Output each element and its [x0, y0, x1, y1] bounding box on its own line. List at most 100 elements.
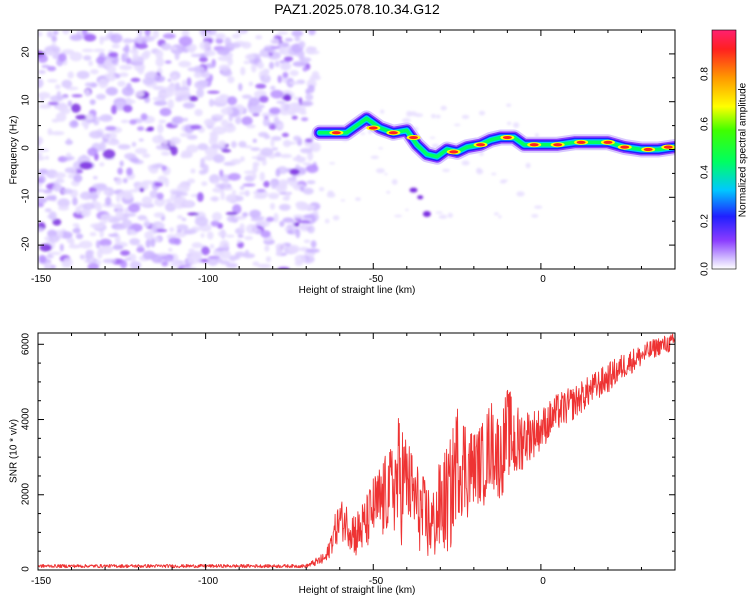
secondary-feature	[422, 211, 431, 218]
noise-blob	[137, 64, 145, 75]
noise-blob	[224, 37, 232, 46]
noise-blob	[47, 101, 59, 106]
noise-blob	[220, 107, 234, 115]
noise-blob	[261, 159, 267, 166]
noise-blob	[254, 216, 266, 220]
noise-blob	[154, 182, 164, 187]
noise-blob	[120, 119, 129, 124]
noise-blob	[85, 113, 94, 121]
noise-blob	[84, 82, 93, 87]
noise-blob	[129, 119, 137, 125]
noise-blob	[145, 239, 151, 248]
noise-blob	[124, 153, 136, 160]
noise-blob	[170, 145, 178, 156]
noise-blob	[177, 183, 190, 193]
noise-blob	[435, 211, 443, 214]
noise-blob	[241, 94, 252, 99]
noise-blob	[38, 254, 47, 263]
noise-blob	[201, 246, 210, 256]
noise-blob	[38, 152, 43, 157]
noise-blob	[38, 188, 46, 193]
noise-blob	[355, 197, 361, 201]
noise-blob	[300, 106, 307, 114]
noise-blob	[293, 222, 300, 227]
noise-blob	[239, 30, 245, 33]
noise-blob	[105, 196, 112, 206]
noise-blob	[269, 202, 276, 210]
noise-blob	[53, 172, 66, 179]
noise-blob	[318, 187, 325, 192]
ridge-peak	[368, 126, 378, 130]
noise-blob	[269, 61, 274, 70]
noise-blob	[80, 191, 93, 200]
noise-blob	[274, 60, 280, 68]
noise-blob	[106, 140, 120, 146]
noise-blob	[391, 179, 398, 185]
noise-blob	[213, 154, 225, 163]
noise-blob	[281, 62, 290, 70]
noise-blob	[67, 100, 73, 107]
y-tick-label: 6000	[21, 332, 32, 355]
noise-blob	[311, 71, 320, 79]
ridge-peak	[449, 150, 459, 154]
noise-blob	[205, 31, 210, 39]
noise-blob	[223, 123, 236, 133]
noise-blob	[243, 60, 250, 65]
noise-blob	[66, 138, 71, 146]
noise-blob	[218, 64, 231, 72]
noise-blob	[124, 52, 129, 58]
noise-blob	[253, 195, 267, 199]
noise-blob	[293, 214, 304, 219]
noise-blob	[299, 223, 309, 232]
noise-blob	[270, 85, 276, 91]
noise-blob	[289, 81, 301, 85]
noise-blob	[111, 104, 117, 115]
noise-blob	[59, 243, 64, 252]
noise-blob	[122, 213, 137, 217]
noise-blob	[186, 43, 198, 52]
noise-blob	[243, 253, 255, 259]
noise-blob	[85, 250, 93, 260]
noise-blob	[209, 244, 215, 249]
noise-blob	[63, 257, 73, 268]
noise-blob	[196, 192, 204, 202]
snr-panel: -150 -100 -50 0 0 2000 4000 6000 Height …	[9, 332, 676, 596]
noise-blob	[38, 155, 45, 161]
noise-blob	[159, 107, 172, 117]
noise-blob	[302, 187, 314, 195]
noise-blob	[228, 173, 241, 181]
noise-blob	[226, 215, 237, 223]
noise-blob	[264, 47, 270, 52]
noise-blob	[215, 37, 224, 44]
noise-blob	[525, 162, 531, 169]
noise-blob	[67, 71, 74, 79]
noise-blob	[232, 190, 237, 195]
noise-blob	[179, 132, 193, 137]
noise-blob	[111, 43, 120, 49]
noise-blob	[52, 30, 59, 35]
noise-blob	[96, 56, 106, 65]
noise-blob	[438, 214, 448, 219]
noise-blob	[257, 263, 271, 269]
noise-blob	[242, 183, 256, 187]
noise-blob	[183, 151, 193, 158]
noise-blob	[129, 260, 142, 269]
x-tick-label: -100	[198, 274, 218, 285]
noise-blob	[124, 44, 130, 54]
noise-blob	[239, 185, 245, 190]
noise-blob	[90, 69, 99, 75]
noise-blob	[454, 123, 461, 127]
noise-blob	[300, 148, 313, 154]
noise-blob	[75, 114, 88, 120]
noise-blob	[279, 153, 293, 159]
noise-blob	[265, 256, 272, 263]
noise-blob	[38, 175, 46, 184]
noise-blob	[307, 151, 314, 161]
noise-blob	[260, 74, 271, 84]
noise-blob	[48, 211, 57, 221]
noise-blob	[241, 116, 253, 126]
ridge-peak	[388, 131, 398, 135]
noise-blob	[203, 155, 216, 161]
y-tick-label: 4000	[21, 407, 32, 430]
